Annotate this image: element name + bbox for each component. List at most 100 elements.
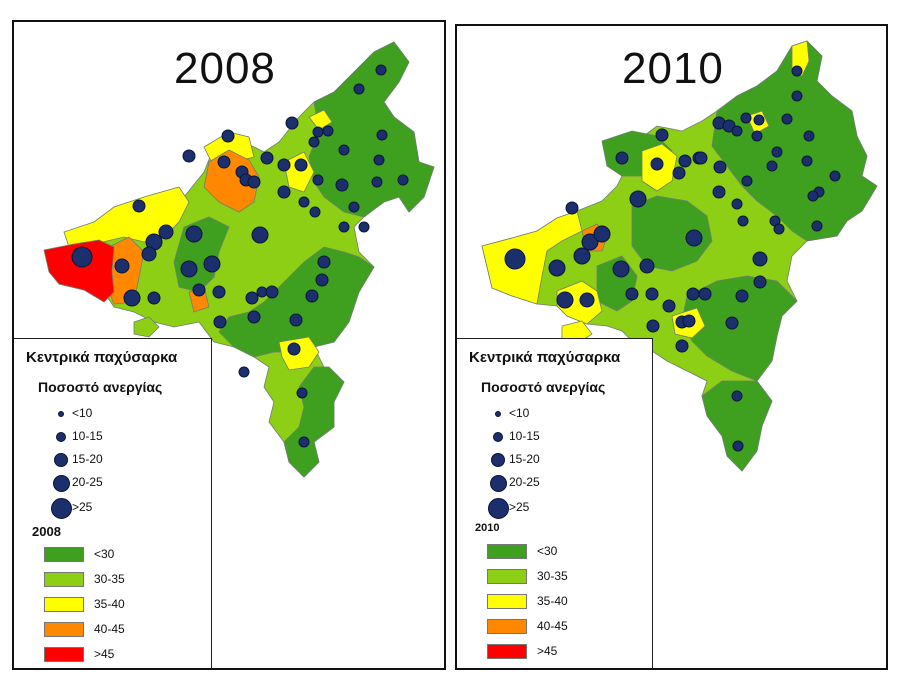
unemployment-dot xyxy=(285,116,299,130)
dot-symbol xyxy=(490,475,507,492)
unemployment-dot xyxy=(735,289,749,303)
legend-fill-label: 30-35 xyxy=(537,569,568,583)
fill-swatch xyxy=(44,647,84,662)
region-ne-yellow xyxy=(308,109,333,131)
legend-fill-label: >45 xyxy=(94,647,115,661)
unemployment-dot xyxy=(312,174,324,186)
unemployment-dot xyxy=(277,158,291,172)
legend-fill-item: 35-40 xyxy=(487,594,637,612)
legend-dot-label: 15-20 xyxy=(509,452,540,466)
legend-year: 2008 xyxy=(32,524,61,539)
unemployment-dot xyxy=(685,229,703,247)
unemployment-dot xyxy=(71,246,93,268)
legend-title: Κεντρικά παχύσαρκα xyxy=(469,349,621,366)
unemployment-dots-2010 xyxy=(504,65,841,452)
fill-swatch xyxy=(487,644,527,659)
legend-dot-label: 10-15 xyxy=(509,429,540,443)
unemployment-dot xyxy=(712,185,726,199)
unemployment-dot xyxy=(672,166,686,180)
fill-swatch xyxy=(487,569,527,584)
fill-swatch xyxy=(44,622,84,637)
fill-swatch xyxy=(487,594,527,609)
unemployment-dot xyxy=(322,125,334,137)
unemployment-dot xyxy=(308,136,320,148)
legend-fill-item: 30-35 xyxy=(487,569,637,587)
legend-fill-label: 35-40 xyxy=(537,594,568,608)
unemployment-dots-2008 xyxy=(71,64,409,448)
unemployment-dot xyxy=(766,160,778,172)
legend-subtitle: Ποσοστό ανεργίας xyxy=(481,379,606,395)
unemployment-dot xyxy=(629,190,647,208)
legend-dot-label: >25 xyxy=(509,500,530,514)
unemployment-dot xyxy=(123,289,141,307)
unemployment-dot xyxy=(217,155,231,169)
unemployment-dot xyxy=(829,170,841,182)
unemployment-dot xyxy=(247,310,261,324)
unemployment-dot xyxy=(277,185,291,199)
unemployment-dot xyxy=(612,260,630,278)
legend-dot-item: >25 xyxy=(14,498,204,519)
island xyxy=(133,316,160,338)
unemployment-dot xyxy=(646,319,660,333)
dot-symbol xyxy=(491,453,505,467)
unemployment-dot xyxy=(397,174,409,186)
region-south xyxy=(701,380,773,472)
unemployment-dot xyxy=(556,291,574,309)
unemployment-dot xyxy=(645,287,659,301)
unemployment-dot xyxy=(737,215,749,227)
unemployment-dot xyxy=(752,251,768,267)
region-north-orange xyxy=(203,149,260,213)
fill-swatch xyxy=(44,597,84,612)
unemployment-dot xyxy=(348,201,360,213)
unemployment-dot xyxy=(212,285,226,299)
dot-symbol xyxy=(495,411,501,417)
legend-dot-label: >25 xyxy=(72,500,93,514)
unemployment-dot xyxy=(312,126,324,138)
unemployment-dot xyxy=(294,158,308,172)
map-year-title: 2008 xyxy=(174,44,276,93)
unemployment-dot xyxy=(298,436,310,448)
legend-fill-item: 30-35 xyxy=(44,572,194,590)
unemployment-dot xyxy=(260,151,274,165)
unemployment-dot xyxy=(504,248,526,270)
legend-dot-item: 10-15 xyxy=(457,428,647,448)
legend-fill-item: 40-45 xyxy=(487,619,637,637)
unemployment-dot xyxy=(247,175,261,189)
unemployment-dot xyxy=(371,176,383,188)
unemployment-dot xyxy=(771,146,783,158)
legend-dot-item: 20-25 xyxy=(457,474,647,494)
unemployment-dot xyxy=(373,154,385,166)
legend-fill-label: 30-35 xyxy=(94,572,125,586)
unemployment-dot xyxy=(686,287,700,301)
dot-symbol xyxy=(58,411,64,417)
unemployment-dot xyxy=(309,206,321,218)
legend-dot-item: 10-15 xyxy=(14,428,204,448)
unemployment-dot xyxy=(791,65,803,77)
unemployment-dot xyxy=(740,112,752,124)
region-sw-yellow xyxy=(556,280,603,325)
legend-dot-item: >25 xyxy=(457,498,647,519)
dot-symbol xyxy=(56,432,66,442)
unemployment-dot xyxy=(803,130,815,142)
unemployment-dot xyxy=(694,151,708,165)
unemployment-dot xyxy=(565,201,579,215)
fill-swatch xyxy=(487,544,527,559)
legend-dot-item: <10 xyxy=(457,405,647,425)
legend-2008: Κεντρικά παχύσαρκα Ποσοστό ανεργίας <10 … xyxy=(14,338,212,668)
map-year-title: 2010 xyxy=(622,44,724,93)
region-south xyxy=(283,366,345,478)
unemployment-dot xyxy=(376,129,388,141)
unemployment-dot xyxy=(698,287,712,301)
unemployment-dot xyxy=(593,225,611,243)
legend-dot-label: <10 xyxy=(72,406,93,420)
legend-dot-item: 15-20 xyxy=(457,451,647,471)
unemployment-dot xyxy=(731,390,743,402)
unemployment-dot xyxy=(335,178,349,192)
legend-2010: Κεντρικά παχύσαρκα Ποσοστό ανεργίας <10 … xyxy=(457,338,653,668)
legend-fill-item: <30 xyxy=(487,544,637,562)
unemployment-dot xyxy=(678,154,692,168)
unemployment-dot xyxy=(811,220,823,232)
unemployment-dot xyxy=(298,196,310,208)
unemployment-dot xyxy=(296,387,308,399)
legend-dot-item: 20-25 xyxy=(14,474,204,494)
